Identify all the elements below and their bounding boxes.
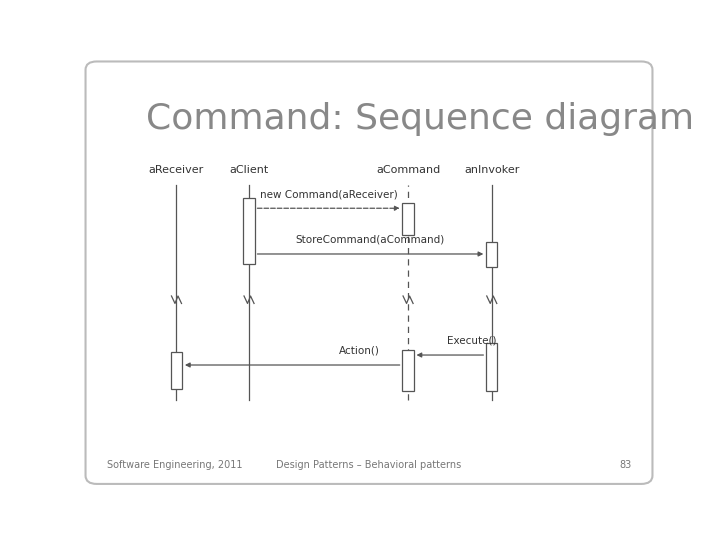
Bar xyxy=(243,198,255,265)
Text: 83: 83 xyxy=(619,460,631,470)
Bar xyxy=(486,241,498,267)
Text: anInvoker: anInvoker xyxy=(464,165,519,175)
Text: new Command(aReceiver): new Command(aReceiver) xyxy=(260,189,397,199)
Text: aCommand: aCommand xyxy=(376,165,440,175)
Text: StoreCommand(aCommand): StoreCommand(aCommand) xyxy=(296,235,445,245)
Text: Execute(): Execute() xyxy=(448,336,497,346)
FancyBboxPatch shape xyxy=(86,62,652,484)
Text: aClient: aClient xyxy=(230,165,269,175)
Text: Action(): Action() xyxy=(339,346,379,356)
Bar xyxy=(486,343,498,391)
Bar xyxy=(402,349,413,391)
Text: Design Patterns – Behavioral patterns: Design Patterns – Behavioral patterns xyxy=(276,460,462,470)
Text: aReceiver: aReceiver xyxy=(149,165,204,175)
Bar xyxy=(171,352,182,389)
Text: Software Engineering, 2011: Software Engineering, 2011 xyxy=(107,460,242,470)
Bar xyxy=(402,203,413,235)
Text: Command: Sequence diagram: Command: Sequence diagram xyxy=(145,102,694,136)
